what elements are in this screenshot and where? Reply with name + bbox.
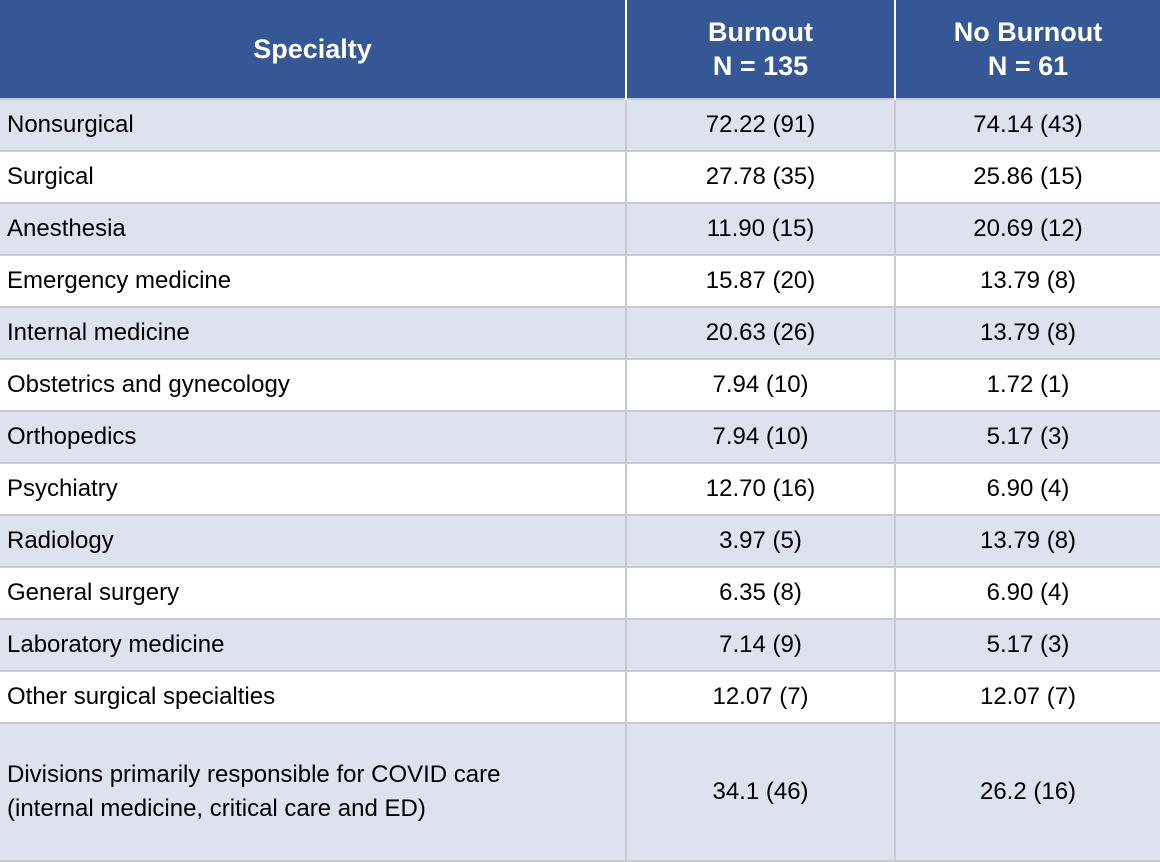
row-covid-specialty: Divisions primarily responsible for COVI…: [0, 722, 627, 862]
cell-specialty: Orthopedics: [0, 410, 627, 463]
row-covid-specialty-line-1: Divisions primarily responsible for COVI…: [7, 761, 501, 788]
row-covid-no-burnout: 26.2 (16): [895, 722, 1160, 862]
table-row: Radiology 3.97 (5) 13.79 (8): [0, 514, 1160, 567]
header-burnout-label: Burnout: [708, 17, 813, 47]
cell-specialty: Psychiatry: [0, 462, 627, 515]
table-row-covid-divisions: Divisions primarily responsible for COVI…: [0, 722, 1160, 862]
cell-no-burnout: 6.90 (4): [895, 566, 1160, 619]
cell-no-burnout: 12.07 (7): [895, 670, 1160, 723]
cell-specialty: Other surgical specialties: [0, 670, 627, 723]
header-burnout-count: N = 135: [712, 51, 809, 81]
cell-specialty: Radiology: [0, 514, 627, 567]
cell-specialty: Internal medicine: [0, 306, 627, 359]
table-row: Laboratory medicine 7.14 (9) 5.17 (3): [0, 618, 1160, 671]
header-no-burnout: No Burnout N = 61: [895, 0, 1160, 99]
table-row: General surgery 6.35 (8) 6.90 (4): [0, 566, 1160, 619]
cell-burnout: 7.14 (9): [626, 618, 896, 671]
cell-no-burnout: 5.17 (3): [895, 410, 1160, 463]
cell-specialty: General surgery: [0, 566, 627, 619]
cell-burnout: 72.22 (91): [626, 98, 896, 151]
cell-burnout: 7.94 (10): [626, 358, 896, 411]
header-no-burnout-count: N = 61: [987, 51, 1069, 81]
table-row: Anesthesia 11.90 (15) 20.69 (12): [0, 202, 1160, 255]
cell-no-burnout: 5.17 (3): [895, 618, 1160, 671]
header-no-burnout-label: No Burnout: [953, 17, 1103, 47]
cell-burnout: 7.94 (10): [626, 410, 896, 463]
header-specialty-label: Specialty: [253, 34, 372, 64]
cell-no-burnout: 6.90 (4): [895, 462, 1160, 515]
table-row: Internal medicine 20.63 (26) 13.79 (8): [0, 306, 1160, 359]
row-covid-specialty-line-2: (internal medicine, critical care and ED…: [7, 795, 426, 822]
cell-specialty: Nonsurgical: [0, 98, 627, 151]
table-row: Other surgical specialties 12.07 (7) 12.07…: [0, 670, 1160, 723]
cell-burnout: 15.87 (20): [626, 254, 896, 307]
cell-specialty: Anesthesia: [0, 202, 627, 255]
cell-burnout: 12.70 (16): [626, 462, 896, 515]
cell-burnout: 20.63 (26): [626, 306, 896, 359]
table-header: Specialty Burnout N = 135 No Burnout N =…: [0, 0, 1160, 99]
table-row: Orthopedics 7.94 (10) 5.17 (3): [0, 410, 1160, 463]
cell-no-burnout: 1.72 (1): [895, 358, 1160, 411]
cell-specialty: Surgical: [0, 150, 627, 203]
table-row: Obstetrics and gynecology 7.94 (10) 1.72 (…: [0, 358, 1160, 411]
cell-no-burnout: 74.14 (43): [895, 98, 1160, 151]
cell-no-burnout: 20.69 (12): [895, 202, 1160, 255]
table-row: Nonsurgical 72.22 (91) 74.14 (43): [0, 98, 1160, 151]
header-row: Specialty Burnout N = 135 No Burnout N =…: [0, 0, 1160, 99]
cell-specialty: Laboratory medicine: [0, 618, 627, 671]
cell-burnout: 6.35 (8): [626, 566, 896, 619]
row-covid-burnout: 34.1 (46): [626, 722, 896, 862]
cell-no-burnout: 13.79 (8): [895, 254, 1160, 307]
cell-burnout: 3.97 (5): [626, 514, 896, 567]
cell-specialty: Emergency medicine: [0, 254, 627, 307]
cell-burnout: 11.90 (15): [626, 202, 896, 255]
cell-specialty: Obstetrics and gynecology: [0, 358, 627, 411]
table-body: Nonsurgical 72.22 (91) 74.14 (43) Surgical 2…: [0, 98, 1160, 862]
header-burnout: Burnout N = 135: [626, 0, 896, 99]
cell-burnout: 12.07 (7): [626, 670, 896, 723]
table-row: Surgical 27.78 (35) 25.86 (15): [0, 150, 1160, 203]
table-row: Emergency medicine 15.87 (20) 13.79 (8): [0, 254, 1160, 307]
table-row: Psychiatry 12.70 (16) 6.90 (4): [0, 462, 1160, 515]
cell-no-burnout: 13.79 (8): [895, 514, 1160, 567]
cell-no-burnout: 13.79 (8): [895, 306, 1160, 359]
cell-burnout: 27.78 (35): [626, 150, 896, 203]
cell-no-burnout: 25.86 (15): [895, 150, 1160, 203]
header-specialty: Specialty: [0, 0, 627, 99]
